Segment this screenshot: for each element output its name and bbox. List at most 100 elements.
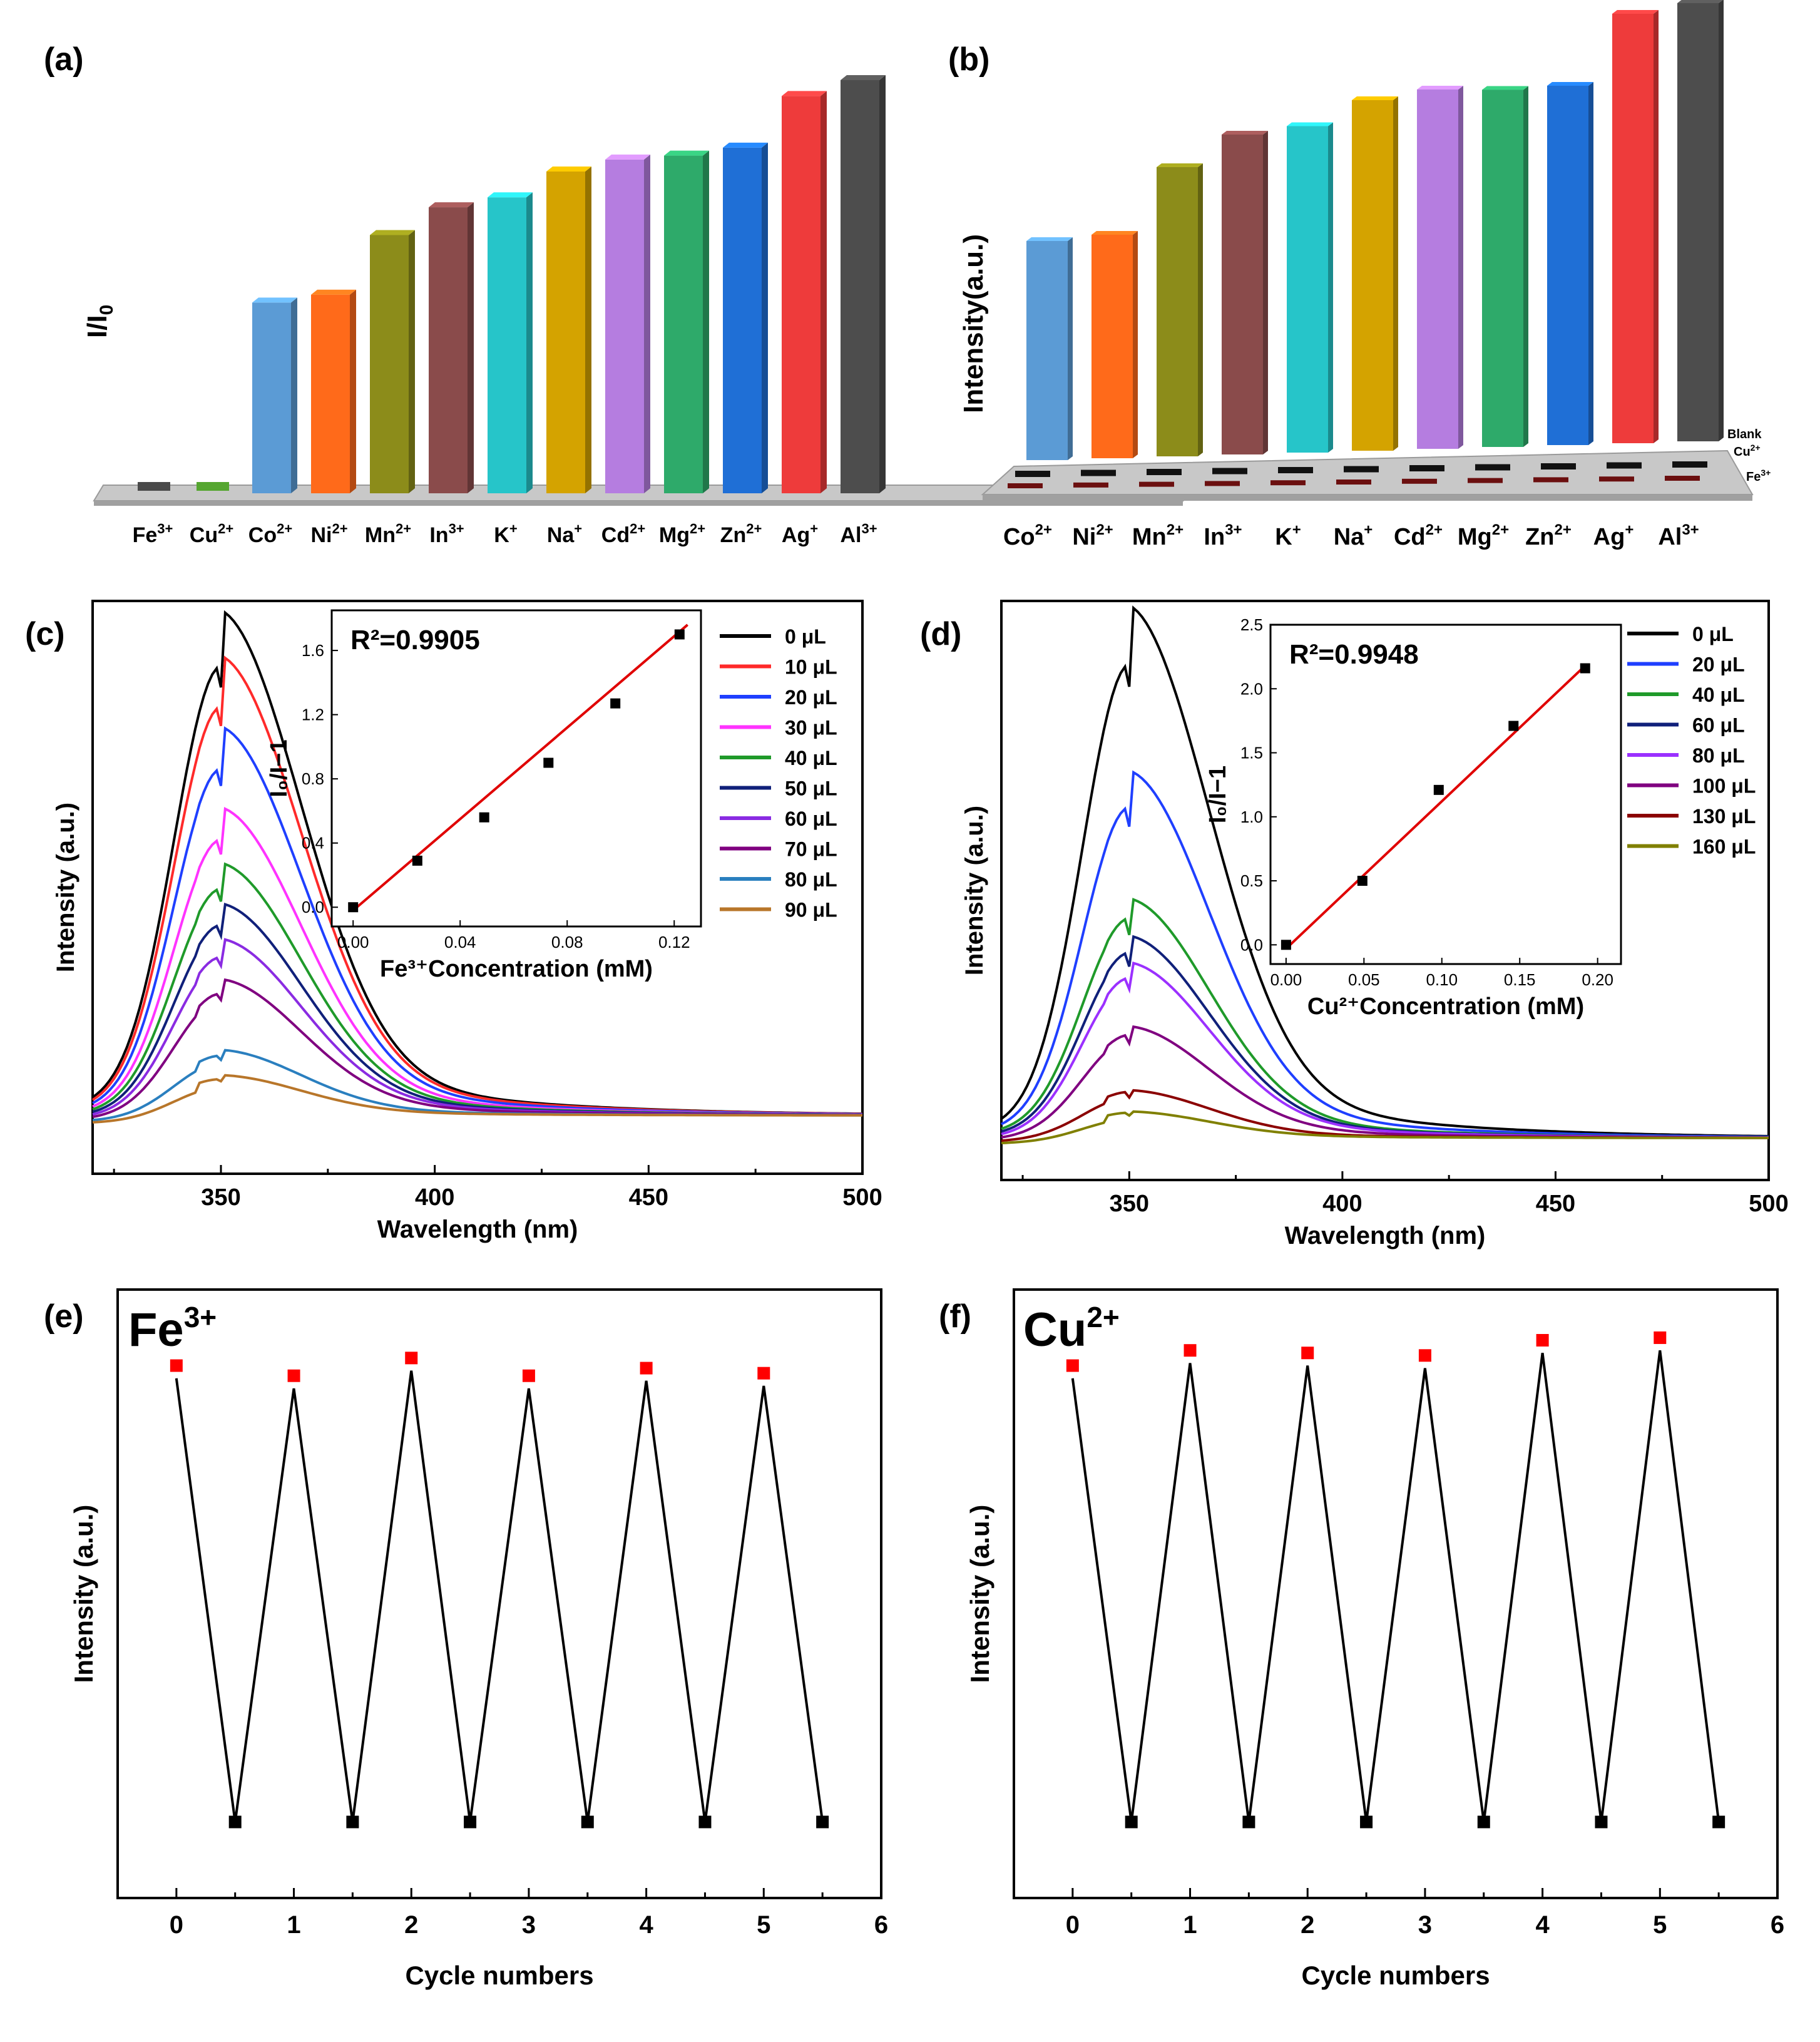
depth-label: Blank — [1727, 428, 1762, 441]
x-tick-label: 3 — [522, 1911, 536, 1939]
inset-y-tick-label: 1.5 — [1240, 744, 1263, 762]
inset-point — [1433, 784, 1444, 795]
tick-charge: 3+ — [1225, 521, 1242, 538]
bar-K — [488, 197, 526, 493]
bar-side-Ag — [821, 91, 827, 493]
tick-charge: 3+ — [449, 521, 464, 536]
bar-top-Ag — [1612, 10, 1659, 14]
tick-label-Mn: Mn2+ — [1132, 521, 1184, 550]
inset-y-tick-label: 0.0 — [1240, 935, 1263, 954]
high-point — [522, 1369, 535, 1382]
inset-point — [674, 629, 685, 640]
bar-side-Co — [1068, 237, 1073, 460]
slab-cu-Mg — [1475, 464, 1510, 471]
x-tick-label: 4 — [1535, 1911, 1550, 1939]
bar-In — [429, 207, 468, 493]
bar-top-Co — [252, 297, 297, 303]
series-line-90μL — [92, 1074, 862, 1124]
tick-label-Na: Na+ — [1334, 521, 1373, 550]
tick-ion: Co — [248, 523, 277, 547]
legend-label: 160 μL — [1692, 836, 1756, 858]
inset-x-tick-label: 0.12 — [658, 933, 690, 952]
bar-side-In — [468, 202, 474, 493]
tick-label-Mg: Mg2+ — [1458, 521, 1509, 550]
slab-cu-Na — [1344, 466, 1379, 473]
inset-point — [610, 698, 621, 709]
inset-y-tick-label: 0.0 — [302, 898, 324, 916]
inset-point — [543, 757, 554, 768]
x-tick-label: 3 — [1418, 1911, 1432, 1939]
bar-top-In — [429, 202, 474, 208]
panel-c: (c) 350 400 450 500 Wavelength (nm) Intensity… — [25, 600, 882, 1243]
legend-label: 10 μL — [785, 656, 837, 679]
tick-label-Al: Al3+ — [1658, 521, 1699, 550]
high-point — [1536, 1334, 1549, 1347]
bar-side-Ni — [350, 289, 356, 493]
low-point — [1595, 1815, 1608, 1829]
x-axis-label: Wavelength (nm) — [1285, 1222, 1486, 1249]
tick-charge: 3+ — [1682, 521, 1699, 538]
high-point — [405, 1352, 418, 1365]
bar-top-K — [488, 192, 533, 198]
inset-point — [479, 812, 489, 823]
slab-cu-Al — [1672, 461, 1707, 468]
slab-fe-Al — [1665, 476, 1700, 481]
tick-charge: + — [1364, 521, 1373, 538]
low-point — [1125, 1815, 1138, 1829]
tick-charge: 3+ — [861, 521, 877, 536]
tick-ion: Cu — [190, 523, 218, 547]
plot-frame — [1000, 600, 1770, 1181]
tick-ion: Fe — [133, 523, 158, 547]
slab-cu-In — [1212, 468, 1247, 475]
series-line-60μL — [1001, 935, 1769, 1139]
high-point — [757, 1367, 770, 1380]
inset-y-tick-label: 0.5 — [1240, 871, 1263, 890]
low-point — [464, 1815, 477, 1829]
legend-label: 30 μL — [785, 717, 837, 739]
bar-top-Mg — [1482, 86, 1528, 90]
panel-b-label: (b) — [948, 41, 989, 78]
inset-point — [1281, 940, 1291, 950]
r-squared-annotation: R²=0.9905 — [350, 625, 480, 655]
tick-charge: + — [1625, 521, 1633, 538]
bar-top-Ni — [311, 289, 356, 295]
x-axis-label: Cycle numbers — [405, 1961, 593, 1990]
x-tick-label: 500 — [1749, 1191, 1788, 1217]
tick-label-Ag: Ag+ — [1593, 521, 1634, 550]
bar-Zn — [723, 147, 762, 493]
y-axis-label: Intensity (a.u.) — [69, 1505, 98, 1683]
x-tick-label: 2 — [404, 1911, 418, 1939]
low-point — [1360, 1815, 1373, 1829]
depth-label: Fe3+ — [1746, 468, 1771, 484]
bar-top-Zn — [723, 142, 768, 148]
tick-ion: Ni — [1072, 524, 1096, 550]
slab-fe-K — [1270, 480, 1306, 486]
tick-charge: 2+ — [690, 521, 705, 536]
tick-ion: Co — [1003, 524, 1035, 550]
bar-side-Co — [291, 297, 297, 493]
bar-Cd — [605, 159, 644, 493]
legend-label: 50 μL — [785, 777, 837, 800]
slab-fe-Ni — [1073, 482, 1108, 488]
tick-label-Al: Al3+ — [840, 521, 877, 547]
bar-Zn — [1547, 86, 1588, 445]
legend-label: 60 μL — [1692, 714, 1745, 737]
r-squared-annotation: R²=0.9948 — [1289, 639, 1419, 670]
bar-side-Mn — [409, 230, 415, 493]
tick-label-Co: Co2+ — [248, 521, 292, 547]
panel-b: (b) Intensity(a.u.) Co2+ Ni2+ Mn2+ In3+ K+ Na… — [948, 0, 1771, 550]
inset-point — [348, 902, 359, 913]
low-point — [228, 1815, 242, 1829]
panel-d-label: (d) — [920, 616, 961, 652]
bar-top-Cd — [605, 154, 650, 160]
depth-label-sup: 3+ — [1761, 468, 1771, 478]
bar-Mn — [370, 235, 409, 493]
x-tick-label: 450 — [1536, 1191, 1575, 1217]
plot-frame — [1013, 1288, 1779, 1899]
slab-cu-K — [1278, 467, 1313, 473]
tick-charge: 2+ — [277, 521, 292, 536]
panel-f-title: Cu2+ — [1023, 1301, 1120, 1357]
series-line-50μL — [92, 903, 862, 1116]
tick-label-Ni: Ni2+ — [310, 521, 347, 547]
